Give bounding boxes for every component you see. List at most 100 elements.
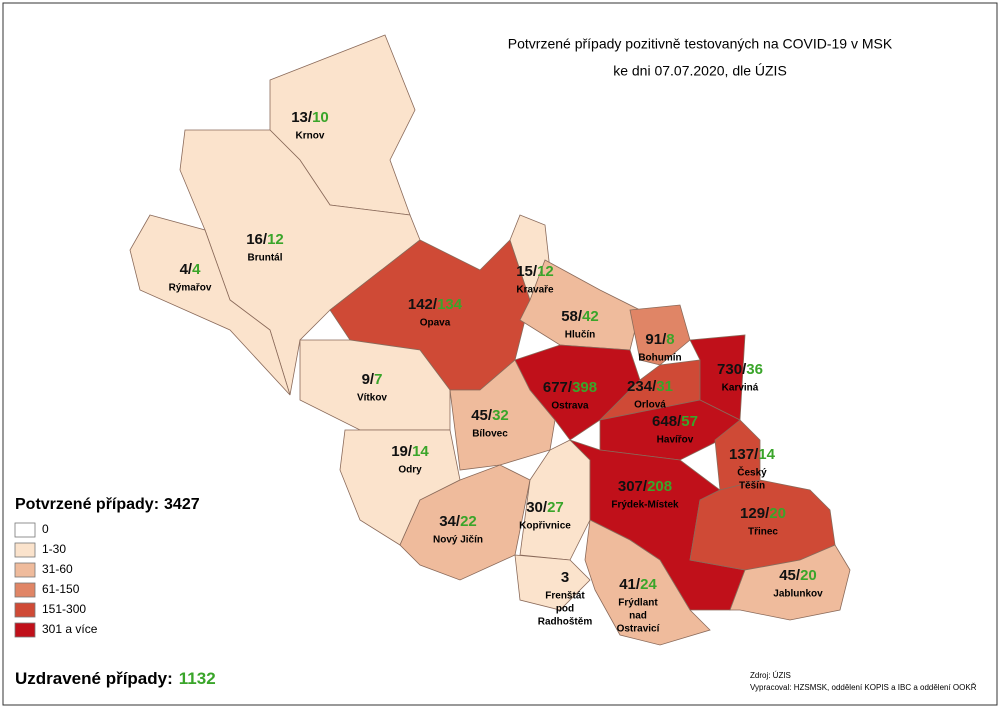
separator: / [662,331,667,348]
region-name: Radhoštěm [538,617,593,628]
confirmed: 58 [561,308,578,325]
separator: / [533,263,538,280]
confirmed: 142 [408,296,433,313]
region [584,519,711,646]
region-name: Ostrava [551,401,589,412]
region-value: 137/14 [729,446,776,463]
region-name: Havířov [657,435,694,446]
separator: / [263,231,268,248]
region-value: 730/36 [717,361,763,378]
recovered: 20 [769,505,786,522]
region-value: 129/20 [740,505,786,522]
legend-swatch [14,542,36,558]
region-name: Těšín [739,481,765,492]
regions [129,34,851,646]
confirmed: 677 [543,379,568,396]
region-name: Bílovec [472,429,508,440]
confirmed: 648 [652,413,677,430]
region-value: 4/4 [180,261,202,278]
separator: / [488,407,493,424]
confirmed: 30 [526,499,543,516]
region-value: 677/398 [543,379,597,396]
region-value: 91/8 [645,331,674,348]
label: Uzdravené případy: [15,669,173,688]
region-name: Kopřivnice [519,521,571,532]
recovered: 24 [640,576,657,593]
recovered: 32 [492,407,509,424]
region [629,304,691,366]
confirmed: 41 [619,576,636,593]
recovered-total: Uzdravené případy: 1132 [15,669,216,688]
region [299,339,451,431]
separator: / [568,379,573,396]
recovered: 57 [681,413,698,430]
legend-label: 1-30 [42,542,66,556]
recovered: 42 [582,308,599,325]
author: Vypracoval: HZSMSK, oddělení KOPIS a IBC… [750,683,977,692]
region-name: Třinec [748,527,778,538]
region-value: 13/10 [291,109,329,126]
separator: / [677,413,682,430]
region-name: Nový Jičín [433,535,483,546]
legend-label: 31-60 [42,562,73,576]
recovered: 36 [746,361,763,378]
region-value: 41/24 [619,576,657,593]
recovered: 12 [267,231,284,248]
confirmed: 45 [779,567,796,584]
region-value: 30/27 [526,499,564,516]
region-name: Orlová [634,400,666,411]
region-name: Frýdlant [618,598,658,609]
legend-label: 61-150 [42,582,80,596]
confirmed: 3 [561,569,569,586]
region-name: Jablunkov [773,589,823,600]
confirmed: 307 [618,478,643,495]
legend-swatch [14,582,36,598]
confirmed: 13 [291,109,308,126]
recovered: 14 [758,446,775,463]
region-value: 15/12 [516,263,554,280]
region [514,554,591,611]
recovered: 12 [537,263,554,280]
region-name: Bruntál [248,253,283,264]
region-name: nad [629,611,647,622]
region [129,214,291,396]
legend-swatch [14,522,36,538]
region-value: 19/14 [391,443,429,460]
title-line: Potvrzené případy pozitivně testovaných … [508,36,893,52]
region-name: Rýmařov [169,283,212,294]
region-name: pod [556,604,574,615]
recovered: 14 [412,443,429,460]
separator: / [765,505,770,522]
legend-swatch [14,562,36,578]
separator: / [652,378,657,395]
recovered: 27 [547,499,564,516]
separator: / [543,499,548,516]
region-name: Frýdek-Místek [611,500,679,511]
region-value: 58/42 [561,308,599,325]
confirmed: 730 [717,361,742,378]
region-name: Český [737,466,767,479]
legend-swatch [14,622,36,638]
recovered: 10 [312,109,329,126]
separator: / [408,443,413,460]
region-value: 142/134 [408,296,463,313]
total: 3427 [164,496,200,513]
confirmed: 91 [645,331,662,348]
legend: Potvrzené případy: 3427 0 1-30 31-60 61-150 15… [14,496,216,688]
confirmed: 34 [439,513,456,530]
region-value: 34/22 [439,513,477,530]
region-name: Opava [420,318,451,329]
separator: / [754,446,759,463]
confirmed: 234 [627,378,653,395]
recovered: 22 [460,513,477,530]
confirmed: 4 [180,261,189,278]
region-name: Bohumín [638,353,681,364]
region-value: 9/7 [362,371,383,388]
recovered: 20 [800,567,817,584]
separator: / [643,478,648,495]
separator: / [456,513,461,530]
region-value: 648/57 [652,413,698,430]
confirmed: 16 [246,231,263,248]
